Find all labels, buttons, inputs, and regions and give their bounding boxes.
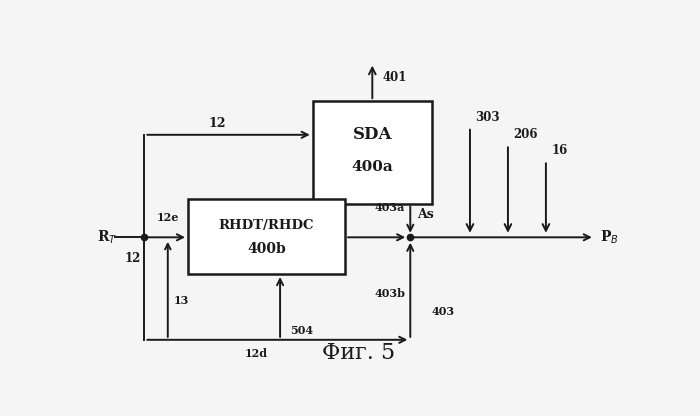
Text: 12: 12 <box>209 117 226 130</box>
Text: As: As <box>416 208 433 220</box>
Text: RHDT/RHDC: RHDT/RHDC <box>219 219 314 232</box>
Text: 13: 13 <box>173 295 188 306</box>
Text: R$_T$: R$_T$ <box>97 229 118 246</box>
Text: 401: 401 <box>382 71 407 84</box>
Text: 504: 504 <box>290 325 313 336</box>
Text: P$_B$: P$_B$ <box>600 229 619 246</box>
Text: 12d: 12d <box>244 348 267 359</box>
Bar <box>188 199 345 274</box>
Text: Фиг. 5: Фиг. 5 <box>322 342 395 364</box>
Bar <box>313 101 432 204</box>
Text: 403b: 403b <box>375 288 406 299</box>
Text: 403a: 403a <box>374 202 405 213</box>
Text: 400a: 400a <box>351 160 393 174</box>
Text: 12: 12 <box>125 252 141 265</box>
Text: 12e: 12e <box>156 212 178 223</box>
Text: 303: 303 <box>475 111 500 124</box>
Text: 403: 403 <box>432 306 455 317</box>
Text: 400b: 400b <box>247 242 286 256</box>
Text: 206: 206 <box>513 128 538 141</box>
Text: 16: 16 <box>552 144 568 157</box>
Text: SDA: SDA <box>353 126 392 143</box>
